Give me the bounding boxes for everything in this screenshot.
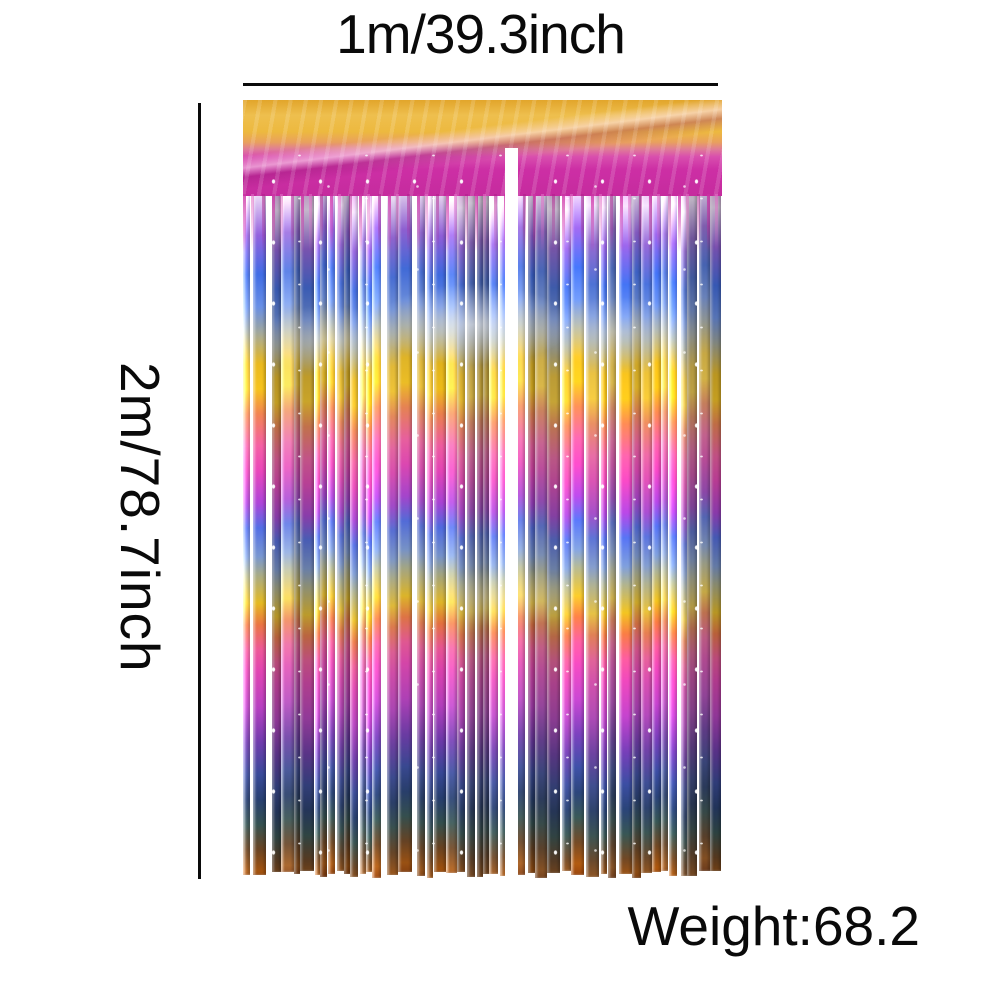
foil-strand: [651, 188, 662, 872]
foil-strand: [457, 188, 465, 873]
width-dimension-line: [243, 83, 718, 86]
curtain-header-foil: [243, 100, 722, 196]
height-dimension-label: 2m/78.7inch: [109, 362, 171, 673]
height-dimension-line: [198, 103, 201, 879]
foil-strand: [398, 188, 413, 872]
weight-label: Weight:68.2: [627, 895, 920, 957]
foil-strand: [641, 188, 652, 874]
width-dimension-label: 1m/39.3inch: [336, 3, 626, 65]
foil-strand: [528, 188, 536, 873]
foil-strand: [600, 188, 608, 875]
foil-strand: [680, 188, 688, 877]
foil-strand: [467, 188, 476, 877]
foil-strand: [710, 188, 722, 872]
curtain-header-fringe: [243, 194, 722, 252]
foil-strand: [570, 188, 584, 875]
curtain-panel-gap: [505, 148, 519, 878]
foil-strand: [618, 188, 632, 874]
curtain-strands: [243, 188, 722, 878]
foil-strand: [300, 188, 314, 872]
foil-strand: [489, 188, 499, 875]
foil-strand: [272, 188, 281, 872]
foil-strand: [699, 188, 711, 872]
foil-strand: [336, 188, 345, 872]
foil-strand: [631, 188, 642, 878]
foil-strand: [445, 188, 458, 874]
foil-strand: [547, 188, 560, 873]
foil-strand: [535, 188, 548, 878]
foil-strand: [280, 188, 294, 872]
curtain-image: [243, 100, 722, 878]
foil-strand: [243, 188, 251, 875]
foil-strand: [327, 188, 336, 875]
foil-strand: [608, 188, 616, 878]
foil-strand: [371, 188, 381, 878]
foil-strand: [669, 188, 678, 876]
foil-strand: [687, 188, 698, 877]
foil-strand: [417, 188, 426, 877]
foil-strand: [561, 188, 571, 872]
foil-strand: [426, 188, 433, 878]
foil-strand: [349, 188, 359, 877]
foil-strand: [661, 188, 669, 872]
foil-strand: [386, 188, 399, 875]
foil-strand: [320, 188, 327, 878]
foil-strand: [585, 188, 600, 877]
foil-strand: [252, 188, 267, 875]
foil-strand: [434, 188, 446, 873]
